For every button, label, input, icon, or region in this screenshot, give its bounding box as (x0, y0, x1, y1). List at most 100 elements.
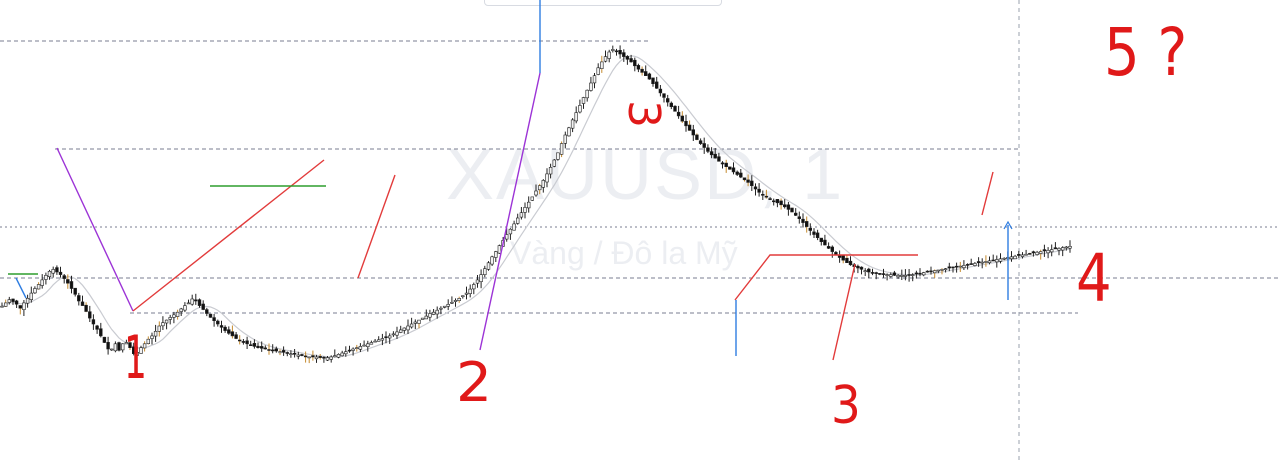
candle-body (859, 266, 864, 270)
candle (614, 48, 619, 56)
candle (355, 344, 359, 352)
candle (44, 272, 48, 285)
candle (216, 319, 220, 327)
candle-body (157, 325, 161, 332)
candle (259, 341, 264, 352)
candle (142, 341, 147, 352)
candle-body (750, 180, 754, 186)
candle (790, 207, 794, 213)
candle-body (1039, 251, 1043, 254)
candle-body (373, 340, 377, 343)
candle (523, 202, 527, 219)
candle-body (18, 305, 22, 309)
candle (782, 199, 787, 209)
candle (369, 340, 374, 345)
candle-body (932, 270, 937, 274)
description-watermark: Vàng / Đô la Mỹ (510, 235, 738, 271)
candle-body (589, 82, 593, 91)
candle (662, 93, 666, 103)
candle (25, 294, 30, 308)
candle-body (742, 177, 747, 181)
candle-body (764, 195, 769, 198)
candle (892, 270, 897, 276)
candle (793, 208, 798, 216)
candle-body (731, 167, 736, 173)
candle (698, 138, 703, 145)
candle (640, 66, 644, 76)
candle (570, 118, 575, 133)
candle-body (62, 275, 66, 279)
candle-body (238, 339, 242, 342)
candle-body (1028, 253, 1032, 255)
candle (629, 54, 633, 63)
candle-body (391, 333, 396, 336)
candle-body (592, 75, 597, 84)
candle (589, 76, 593, 92)
candle-body (369, 342, 374, 345)
candle-body (768, 198, 772, 200)
candle-body (461, 295, 465, 298)
candle (779, 198, 783, 210)
candle (1031, 250, 1036, 257)
candle (863, 268, 867, 276)
candle (227, 326, 231, 335)
candle (625, 55, 630, 65)
candle-body (1009, 256, 1014, 260)
candle (47, 269, 52, 280)
candle-body (1024, 253, 1028, 256)
candle-body (223, 326, 227, 331)
candle (607, 49, 611, 63)
candle (611, 45, 615, 53)
candle-body (1068, 246, 1072, 249)
candle (318, 354, 322, 360)
candle (420, 317, 425, 320)
candle-body (720, 162, 725, 165)
candle (417, 319, 421, 329)
candle-body (347, 349, 352, 352)
candle-body (900, 274, 904, 277)
candle-body (717, 156, 721, 162)
candle (84, 302, 88, 313)
candle (358, 343, 363, 352)
candle (815, 229, 820, 241)
candle (797, 211, 802, 224)
candle-body (1020, 254, 1025, 257)
candle-body (450, 301, 454, 304)
candle (713, 148, 717, 159)
candle (66, 274, 70, 289)
candle (457, 296, 461, 303)
candle (175, 309, 180, 320)
candle (263, 345, 267, 350)
candle (870, 268, 875, 276)
candle-body (161, 322, 165, 327)
candle (95, 324, 99, 334)
candle-body (99, 328, 103, 337)
candle (483, 265, 487, 278)
candle (921, 271, 926, 277)
candle-body (618, 49, 622, 55)
candle-body (680, 115, 685, 122)
candle-body (135, 351, 139, 356)
candle (823, 234, 827, 246)
candle-body (969, 263, 973, 265)
candle-body (856, 265, 860, 269)
annotation-wave-1: 1 (124, 323, 147, 393)
candle-body (219, 325, 224, 328)
candle (296, 351, 300, 360)
candle (541, 179, 546, 193)
candle-body (918, 272, 922, 275)
candle-body (537, 185, 542, 191)
candle (300, 353, 304, 357)
candle-body (552, 159, 557, 167)
candle-body (325, 357, 330, 361)
candle (841, 255, 845, 264)
candle-body (256, 345, 260, 349)
candle-body (826, 246, 831, 249)
candle-body (292, 352, 297, 355)
candle (475, 275, 480, 288)
candle (856, 264, 860, 274)
candle-body (830, 246, 835, 252)
candle-body (526, 201, 531, 209)
candle (984, 255, 988, 267)
